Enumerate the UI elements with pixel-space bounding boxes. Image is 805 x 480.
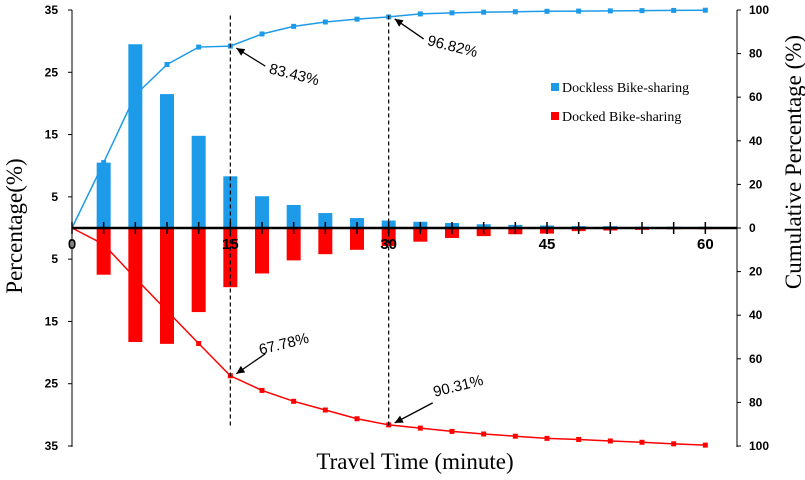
x-tick-label: 15: [222, 236, 239, 253]
dockless-cumulative-point: [164, 62, 170, 67]
x-tick-label: 60: [697, 236, 714, 253]
docked-bar: [191, 228, 206, 313]
y-right-tick-label: 20: [749, 177, 763, 191]
dockless-cumulative-point: [512, 9, 518, 15]
y-left-tick-label: 15: [45, 128, 59, 142]
docked-bar: [381, 228, 396, 247]
y-left-tick-label: 5: [51, 252, 58, 266]
y-right-tick-label: 60: [749, 90, 763, 104]
ticks-layer: 0 15 30 45 60 35 25 15 5 5 15 25 35 100 80 60 40 20 0 20 40 6…: [45, 3, 770, 453]
y-right-tick-label: 60: [749, 352, 763, 366]
y-left-tick-label: 15: [45, 314, 59, 328]
dockless-cumulative-point: [576, 8, 582, 14]
x-tick-label: 45: [539, 236, 556, 253]
dockless-cumulative-point: [702, 7, 708, 13]
docked-cumulative-point: [671, 441, 677, 447]
annotation-arrow-head: [236, 365, 246, 374]
docked-bar: [255, 228, 269, 274]
dockless-cumulative-point: [639, 8, 645, 14]
dockless-cumulative-point: [322, 19, 328, 25]
dockless-bar: [96, 162, 111, 228]
y-right-tick-label: 40: [749, 134, 763, 148]
docked-cumulative-point: [164, 308, 170, 314]
y-axis-right-title: Cumulative Percentage (%): [781, 35, 805, 289]
dockless-bar: [191, 135, 206, 228]
docked-cumulative-point: [544, 435, 550, 441]
y-left-tick-label: 35: [45, 439, 59, 453]
y-right-tick-label: 80: [749, 47, 763, 61]
y-right-tick-label: 100: [749, 439, 769, 453]
dockless-cumulative-point: [291, 23, 297, 29]
annotation-arrow-head: [394, 415, 404, 423]
dockless-bar: [160, 94, 174, 228]
dockless-bar: [255, 196, 269, 228]
annotation-label: 83.43%: [267, 61, 320, 90]
dockless-cumulative-point: [671, 7, 677, 13]
legend-swatch-docked: [551, 112, 559, 120]
legend-label-dockless: Dockless Bike-sharing: [562, 81, 689, 96]
dockless-cumulative-point: [101, 160, 107, 166]
dockless-bar: [128, 44, 143, 228]
dockless-bar: [223, 176, 238, 228]
docked-bar: [413, 228, 428, 242]
docked-bar: [223, 228, 238, 288]
docked-cumulative-point: [132, 275, 138, 281]
dockless-bar: [318, 213, 333, 228]
docked-cumulative-point: [322, 407, 328, 413]
axes-layer: [68, 9, 741, 447]
dockless-cumulative-point: [544, 8, 550, 14]
docked-cumulative-point: [417, 425, 423, 431]
dockless-cumulative-point: [481, 9, 487, 15]
docked-cumulative-point: [607, 438, 613, 444]
dockless-cumulative-point: [132, 92, 138, 98]
x-axis-title: Travel Time (minute): [316, 449, 513, 474]
y-right-tick-label: 100: [749, 3, 769, 17]
annotation-arrow-head: [236, 48, 246, 56]
y-right-tick-label: 20: [749, 265, 763, 279]
dockless-cumulative-point: [417, 11, 423, 17]
docked-cumulative-point: [196, 341, 202, 347]
dockless-cumulative-point: [449, 10, 455, 16]
y-left-tick-label: 5: [51, 190, 58, 204]
docked-bar: [350, 228, 364, 250]
y-left-tick-label: 25: [45, 65, 59, 79]
y-left-tick-label: 25: [45, 377, 59, 391]
legend: Dockless Bike-sharing Docked Bike-sharin…: [551, 81, 689, 125]
docked-bar: [286, 228, 301, 261]
x-tick-label: 0: [68, 236, 76, 253]
dockless-cumulative-point: [354, 16, 360, 22]
docked-cumulative-point: [259, 387, 265, 393]
docked-cumulative-point: [481, 431, 487, 437]
docked-bar: [160, 228, 174, 344]
docked-cumulative-point: [639, 439, 645, 445]
docked-cumulative-point: [512, 433, 518, 439]
annotation-label: 96.82%: [426, 32, 479, 61]
y-right-tick-label: 40: [749, 308, 763, 322]
docked-cumulative-point: [291, 398, 297, 404]
docked-cumulative-point: [702, 442, 708, 448]
docked-bar: [128, 228, 143, 342]
y-right-tick-label: 80: [749, 395, 763, 409]
dockless-cumulative-point: [196, 44, 202, 50]
legend-swatch-dockless: [551, 83, 559, 91]
annotation-arrow-head: [394, 18, 404, 27]
y-axis-left-title: Percentage(%): [2, 158, 27, 293]
dockless-cumulative-point: [607, 8, 613, 14]
docked-bar: [318, 228, 333, 255]
y-left-tick-label: 35: [45, 3, 59, 17]
annotation-label: 67.78%: [257, 330, 310, 359]
dockless-bar: [286, 204, 301, 228]
legend-label-docked: Docked Bike-sharing: [562, 110, 681, 125]
y-right-tick-label: 0: [749, 221, 756, 235]
dockless-cumulative-point: [259, 31, 265, 37]
docked-cumulative-point: [101, 241, 107, 247]
docked-cumulative-point: [354, 416, 360, 422]
x-tick-label: 30: [380, 236, 397, 253]
docked-bar: [96, 228, 111, 275]
annotation-label: 90.31%: [432, 372, 485, 401]
docked-cumulative-point: [449, 428, 455, 434]
reference-lines-layer: [229, 15, 390, 427]
docked-cumulative-point: [576, 436, 582, 442]
